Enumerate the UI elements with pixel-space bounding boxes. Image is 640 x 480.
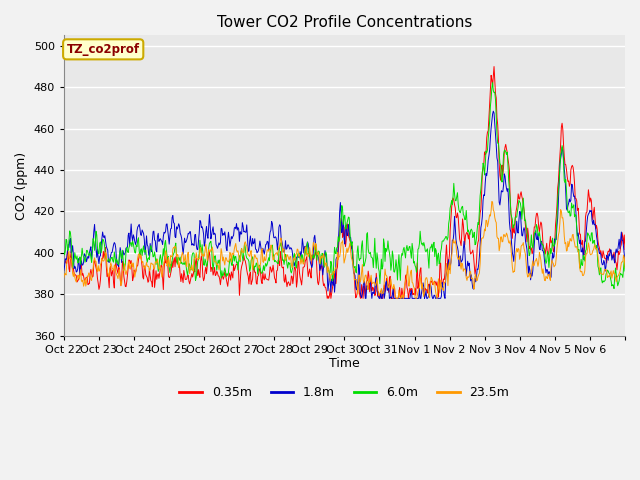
- Line: 1.8m: 1.8m: [64, 111, 625, 299]
- 6.0m: [126, 243, 134, 249]
- 0.35m: [403, 285, 411, 290]
- Line: 6.0m: 6.0m: [64, 83, 625, 288]
- Line: 23.5m: 23.5m: [64, 202, 625, 299]
- 1.8m: [435, 296, 442, 301]
- 1.8m: [490, 108, 497, 114]
- 1.8m: [403, 296, 411, 301]
- 1.8m: [621, 259, 629, 265]
- 23.5m: [621, 264, 629, 270]
- 0.35m: [435, 294, 442, 300]
- Y-axis label: CO2 (ppm): CO2 (ppm): [15, 151, 28, 219]
- 1.8m: [60, 267, 68, 273]
- 0.35m: [490, 64, 498, 70]
- 23.5m: [403, 270, 411, 276]
- X-axis label: Time: Time: [329, 358, 360, 371]
- Text: TZ_co2prof: TZ_co2prof: [67, 43, 140, 56]
- 0.35m: [126, 258, 134, 264]
- 1.8m: [362, 296, 369, 301]
- Legend: 0.35m, 1.8m, 6.0m, 23.5m: 0.35m, 1.8m, 6.0m, 23.5m: [174, 382, 515, 405]
- 0.35m: [278, 264, 285, 270]
- 6.0m: [489, 80, 497, 85]
- 23.5m: [392, 296, 400, 301]
- 1.8m: [257, 242, 264, 248]
- 0.35m: [323, 296, 331, 301]
- 23.5m: [435, 276, 442, 282]
- 6.0m: [278, 251, 285, 256]
- 6.0m: [257, 268, 264, 274]
- 6.0m: [610, 286, 618, 291]
- 6.0m: [229, 255, 237, 261]
- 0.35m: [60, 260, 68, 266]
- 23.5m: [60, 275, 68, 280]
- 6.0m: [434, 253, 442, 259]
- 6.0m: [60, 248, 68, 254]
- Title: Tower CO2 Profile Concentrations: Tower CO2 Profile Concentrations: [217, 15, 472, 30]
- 1.8m: [229, 234, 237, 240]
- 23.5m: [229, 251, 237, 257]
- 0.35m: [229, 275, 237, 281]
- 1.8m: [278, 239, 285, 244]
- 6.0m: [621, 268, 629, 274]
- 23.5m: [278, 241, 285, 247]
- 0.35m: [621, 247, 629, 252]
- 23.5m: [257, 260, 264, 266]
- 23.5m: [488, 199, 496, 204]
- Line: 0.35m: 0.35m: [64, 67, 625, 299]
- 23.5m: [126, 265, 134, 271]
- 6.0m: [403, 246, 410, 252]
- 1.8m: [126, 243, 134, 249]
- 0.35m: [257, 271, 264, 276]
